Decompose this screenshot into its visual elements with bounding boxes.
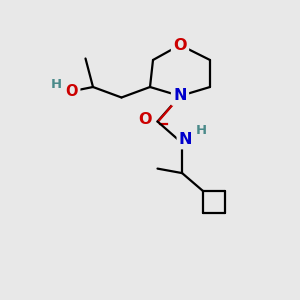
Text: O: O (66, 84, 78, 99)
Text: N: N (179, 132, 193, 147)
Text: H: H (196, 124, 207, 137)
Text: O: O (138, 112, 152, 128)
Text: O: O (173, 38, 187, 52)
Text: H: H (50, 78, 62, 92)
Text: N: N (173, 88, 187, 104)
